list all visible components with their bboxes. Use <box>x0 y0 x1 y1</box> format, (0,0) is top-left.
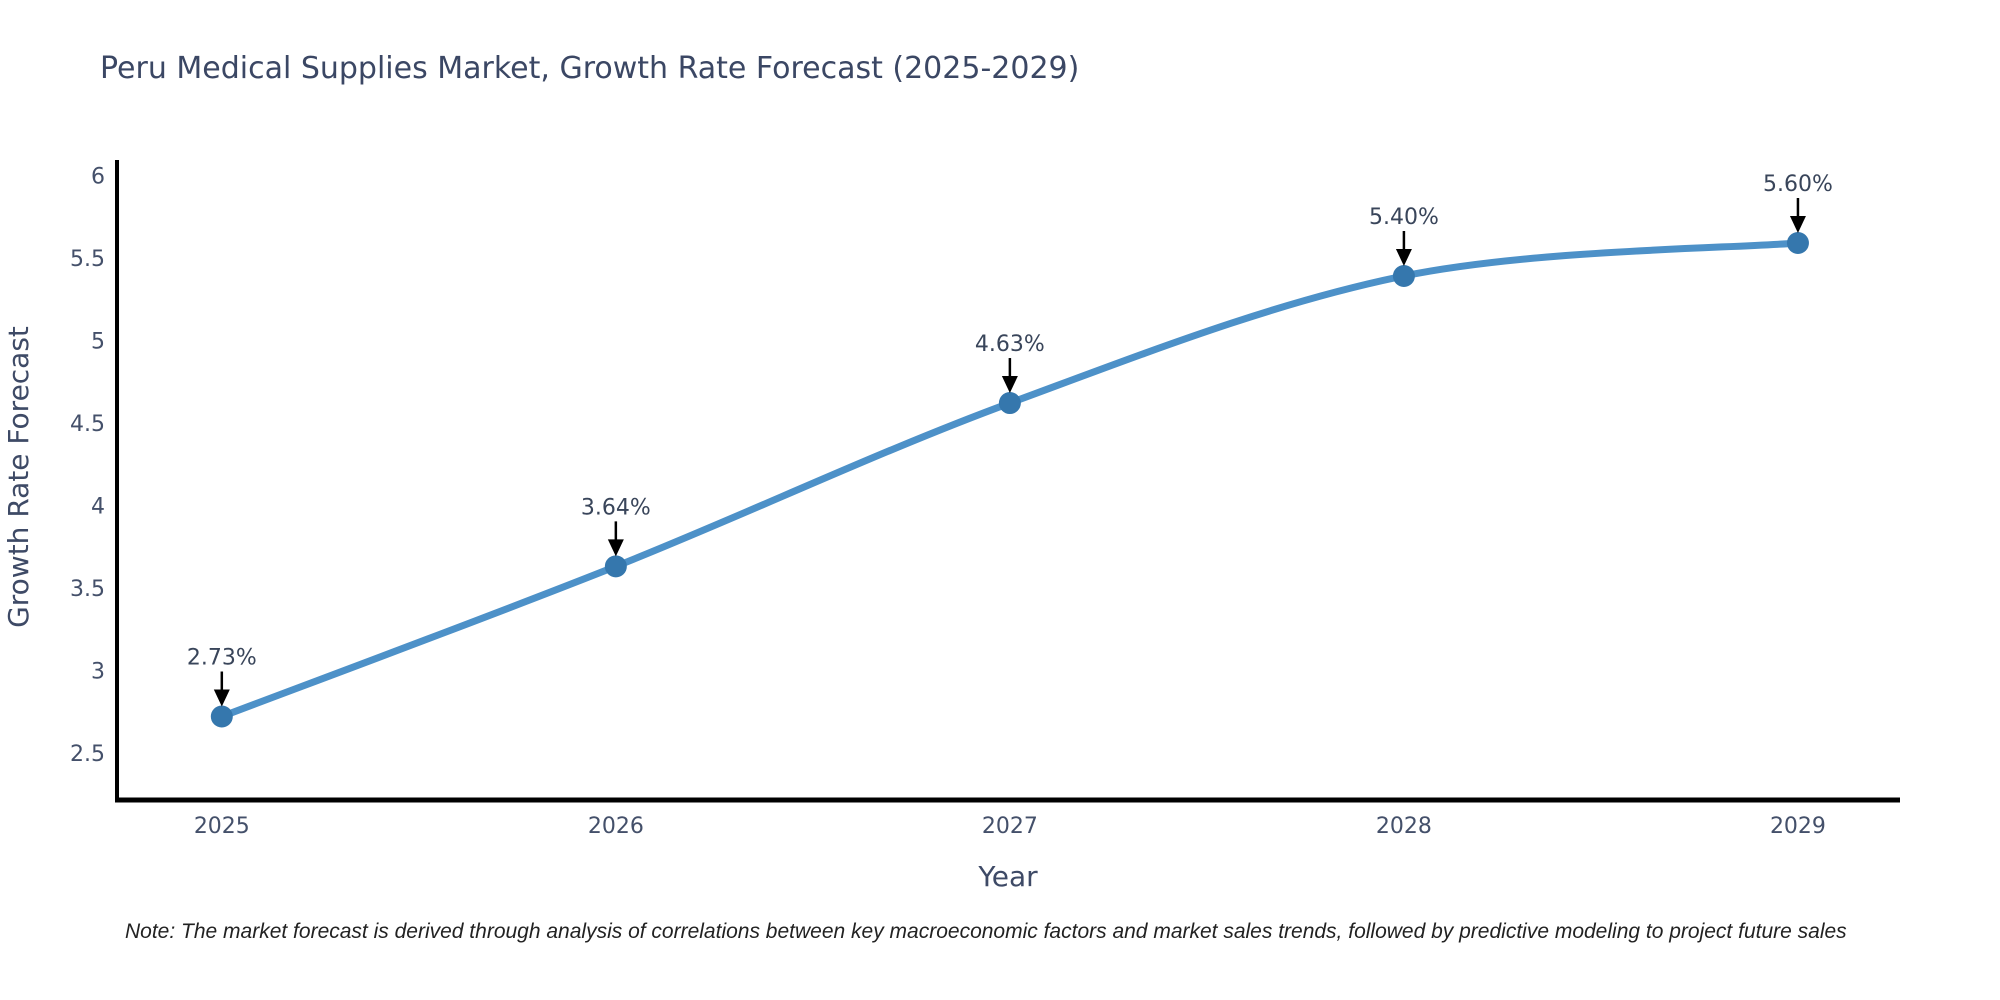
plot-area: 2.5 3 3.5 4 4.5 5 5.5 6 2025 2026 2027 2028 2029 2.73… <box>70 160 1900 839</box>
y-axis-title: Growth Rate Forecast <box>2 326 35 628</box>
data-point-label: 2.73% <box>187 646 257 671</box>
data-point-label: 3.64% <box>581 495 651 520</box>
x-tick-label: 2025 <box>194 814 250 839</box>
y-tick-label: 4 <box>91 494 105 519</box>
annotation-arrowhead <box>1789 215 1806 233</box>
annotation-arrowhead <box>607 539 624 557</box>
chart-title: Peru Medical Supplies Market, Growth Rat… <box>100 51 1079 86</box>
x-tick-label: 2027 <box>982 814 1038 839</box>
x-axis-title: Year <box>977 860 1038 893</box>
y-tick-label: 3.5 <box>70 577 105 602</box>
data-point-marker <box>1392 264 1415 287</box>
x-tick-label: 2026 <box>588 814 644 839</box>
data-point-marker <box>210 705 233 728</box>
data-point-marker <box>1786 231 1809 254</box>
data-point-label: 5.40% <box>1369 205 1439 230</box>
data-point-label: 4.63% <box>975 332 1045 357</box>
annotation-arrowhead <box>213 689 230 707</box>
data-point-marker <box>604 555 627 578</box>
line-series-path <box>218 239 1802 721</box>
y-tick-label: 6 <box>91 164 105 189</box>
y-tick-label: 5.5 <box>70 247 105 272</box>
annotation-arrowhead <box>1395 248 1412 266</box>
data-point-label: 5.60% <box>1763 172 1833 197</box>
y-tick-label: 3 <box>91 659 105 684</box>
x-tick-label: 2028 <box>1376 814 1432 839</box>
x-tick-label: 2029 <box>1770 814 1826 839</box>
footnote: Note: The market forecast is derived thr… <box>125 920 1847 943</box>
annotation-arrowhead <box>1001 376 1018 394</box>
y-tick-label: 4.5 <box>70 412 105 437</box>
y-tick-label: 5 <box>91 329 105 354</box>
data-point-marker <box>998 392 1021 415</box>
y-tick-label: 2.5 <box>70 742 105 767</box>
